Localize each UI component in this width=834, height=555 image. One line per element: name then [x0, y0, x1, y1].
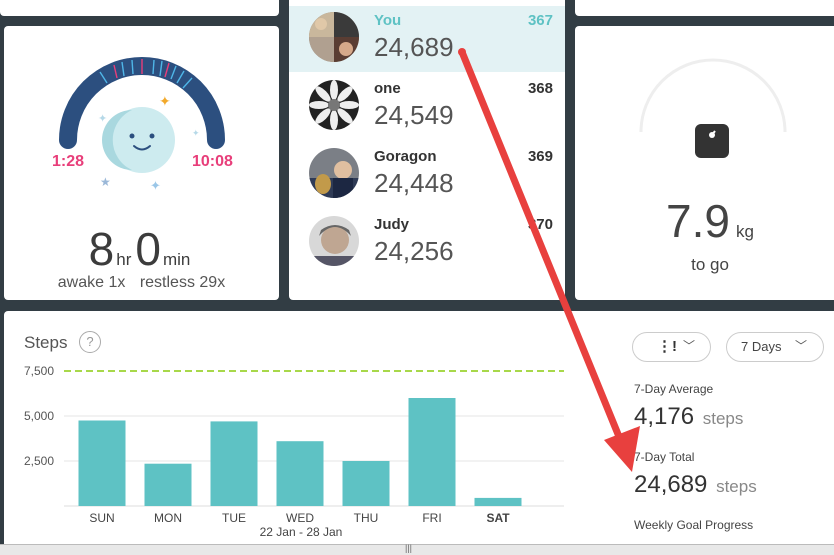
bottom-scrollbar[interactable]: ||| — [0, 543, 834, 555]
avatar-goragon — [309, 148, 359, 198]
chevron-down-icon: ﹀ — [683, 339, 696, 353]
sleep-start-time: 1:28 — [52, 153, 85, 170]
leaderboard-steps: 24,549 — [374, 100, 454, 130]
bar-wed — [276, 441, 324, 506]
steps-bar-chart: 2,500 5,000 7,500 SUN MON TUE WED THU FRI SAT 22 J… — [24, 364, 564, 539]
x-tick-label: THU — [354, 511, 379, 525]
leaderboard-name: one — [374, 80, 401, 97]
moon-icon — [102, 107, 175, 173]
leaderboard-tile: You 367 24,689 one 368 24,549 Goragon 36… — [289, 0, 565, 300]
awake-count: awake 1x — [57, 274, 126, 291]
date-range-label: 22 Jan - 28 Jan — [260, 525, 343, 539]
leaderboard-row-you[interactable]: You 367 24,689 — [289, 6, 565, 72]
weight-tile[interactable]: 7.9 kg to go — [575, 26, 834, 300]
leaderboard-row-goragon[interactable]: Goragon 369 24,448 — [289, 142, 565, 208]
steps-tile: Steps ? 2,500 5,000 7,500 SUN MON TUE WED THU FR… — [4, 311, 834, 554]
bar-fri — [408, 398, 456, 506]
avg-label: 7-Day Average — [634, 382, 714, 396]
footsteps-icon: ⋮! — [657, 338, 677, 355]
top-right-tile — [575, 0, 834, 16]
sleep-minutes-unit: min — [162, 250, 191, 269]
scroll-grip-icon: ||| — [405, 543, 413, 553]
sleep-arc-graphic: ✦ ✦ ★ ✦ ✦ — [59, 57, 225, 194]
avatar-one — [309, 80, 359, 130]
total-unit: steps — [716, 477, 757, 496]
leaderboard-steps: 24,689 — [374, 32, 454, 62]
sleep-hours: 8 — [88, 223, 115, 275]
weight-sublabel: to go — [691, 255, 729, 274]
avatar-you — [309, 12, 359, 62]
sleep-hours-unit: hr — [116, 250, 132, 269]
svg-text:✦: ✦ — [159, 94, 171, 110]
sleep-duration: 8 hr0 min — [4, 222, 279, 276]
leaderboard-rank: 369 — [527, 148, 553, 165]
leaderboard-rank: 367 — [527, 12, 553, 29]
weight-progress-arc — [639, 58, 787, 133]
sleep-tile[interactable]: ✦ ✦ ★ ✦ ✦ 1:28 10:08 8 hr0 min awake 1x re… — [4, 26, 279, 300]
scale-icon — [695, 124, 729, 158]
help-icon[interactable]: ? — [79, 331, 101, 353]
bar-sat — [474, 497, 522, 506]
x-tick-label: SAT — [486, 511, 510, 525]
avg-value: 4,176 steps — [634, 403, 743, 431]
steps-title: Steps — [24, 333, 68, 352]
leaderboard-steps: 24,448 — [374, 168, 454, 198]
svg-text:★: ★ — [100, 175, 111, 189]
x-tick-label: MON — [154, 511, 182, 525]
range-selector[interactable]: 7 Days ﹀ — [726, 332, 824, 362]
bar-sun — [78, 420, 126, 506]
leaderboard-row-one[interactable]: one 368 24,549 — [289, 74, 565, 140]
leaderboard-rank: 370 — [527, 216, 553, 233]
total-label: 7-Day Total — [634, 450, 695, 464]
avg-unit: steps — [702, 409, 744, 428]
leaderboard-rank: 368 — [527, 80, 553, 97]
sleep-minutes: 0 — [135, 223, 161, 275]
weight-remaining: 7.9 kg — [575, 194, 834, 248]
sleep-stats: awake 1x restless 29x — [4, 274, 279, 292]
x-tick-label: WED — [286, 511, 314, 525]
chevron-down-icon: ﹀ — [795, 339, 808, 353]
restless-count: restless 29x — [139, 274, 226, 291]
bar-thu — [342, 461, 390, 506]
x-tick-label: FRI — [422, 511, 441, 525]
leaderboard-row-judy[interactable]: Judy 370 24,256 — [289, 210, 565, 276]
leaderboard-name: Goragon — [374, 148, 437, 165]
activity-selector[interactable]: ⋮! ﹀ — [632, 332, 711, 362]
y-tick-label: 7,500 — [24, 364, 54, 378]
leaderboard-name: Judy — [374, 216, 410, 233]
y-tick-label: 5,000 — [24, 409, 54, 423]
y-tick-label: 2,500 — [24, 454, 54, 468]
svg-text:✦: ✦ — [98, 112, 107, 125]
sleep-end-time: 10:08 — [192, 153, 233, 170]
total-value: 24,689 steps — [634, 471, 757, 499]
x-tick-label: SUN — [89, 511, 114, 525]
svg-text:✦: ✦ — [192, 129, 200, 139]
total-number: 24,689 — [634, 471, 708, 498]
goal-progress-label: Weekly Goal Progress — [634, 518, 754, 532]
weight-unit: kg — [735, 222, 754, 241]
leaderboard-steps: 24,256 — [374, 236, 454, 266]
weight-value: 7.9 — [666, 195, 730, 247]
avatar-judy — [309, 216, 359, 266]
range-selector-label: 7 Days — [741, 339, 782, 354]
avg-number: 4,176 — [634, 403, 695, 430]
bar-mon — [144, 463, 192, 506]
leaderboard-name: You — [374, 12, 402, 29]
top-left-tile — [0, 0, 279, 16]
svg-text:✦: ✦ — [150, 179, 161, 194]
bar-tue — [210, 421, 258, 506]
x-tick-label: TUE — [222, 511, 246, 525]
